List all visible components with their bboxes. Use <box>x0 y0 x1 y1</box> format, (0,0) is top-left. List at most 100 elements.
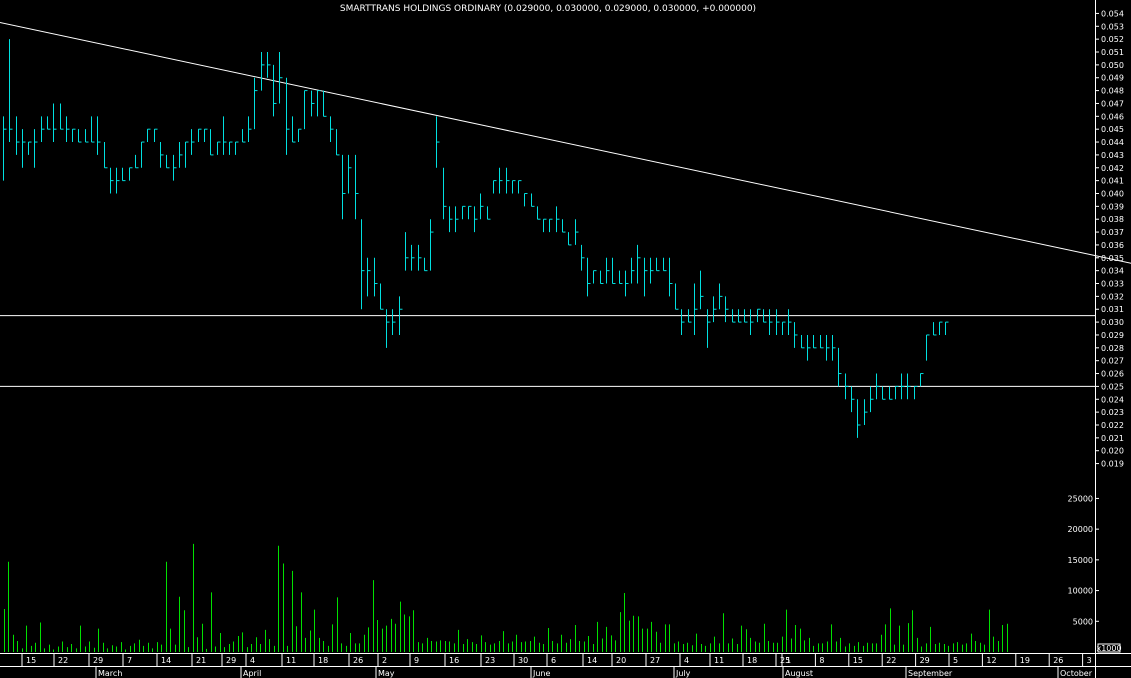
x-tick-label: 16 <box>449 656 459 665</box>
volume-unit-box <box>1097 643 1121 653</box>
price-bar <box>304 90 308 130</box>
price-bar <box>876 373 880 400</box>
price-bar <box>625 270 629 297</box>
price-bar <box>506 167 510 194</box>
price-bar <box>323 90 327 117</box>
price-bar <box>838 347 842 387</box>
x-tick-label: 15 <box>26 656 36 665</box>
price-bar <box>367 257 371 297</box>
volume-unit-label: x1000 <box>1096 644 1121 653</box>
price-tick-label: 0.032 <box>1101 292 1124 301</box>
price-bar <box>405 232 409 271</box>
price-bar <box>794 322 798 348</box>
price-bar <box>663 257 667 272</box>
price-bar <box>637 244 641 284</box>
volume-tick-label: 15000 <box>1068 556 1093 565</box>
price-bar <box>104 142 108 169</box>
price-bar <box>3 116 7 181</box>
price-tick-label: 0.031 <box>1101 305 1124 314</box>
price-bar <box>895 385 899 400</box>
price-bar <box>430 219 434 271</box>
month-label: October <box>1060 669 1093 678</box>
x-tick-label: 4 <box>684 656 689 665</box>
price-bar <box>392 309 396 335</box>
price-bar <box>487 206 491 220</box>
price-bar <box>531 193 535 207</box>
price-bar <box>474 206 478 233</box>
price-bar <box>16 116 20 155</box>
price-bar <box>889 386 893 400</box>
price-bar <box>939 321 943 335</box>
price-tick-label: 0.041 <box>1101 177 1124 186</box>
x-tick-label: 3 <box>1087 656 1092 665</box>
price-bar <box>556 206 560 233</box>
x-tick-labels: 15 22 29 7 14 21 29 4 11 18 26 2 9 16 23 30 6 14 20 27 4 11 18… <box>21 653 1092 666</box>
price-bar <box>47 116 51 130</box>
volume-tick-label: 5000 <box>1073 617 1093 626</box>
price-bar <box>235 141 239 155</box>
price-bar <box>581 244 585 271</box>
price-tick-label: 0.035 <box>1101 254 1124 263</box>
price-bar <box>191 129 195 155</box>
price-bar <box>229 141 233 155</box>
price-bar <box>644 257 648 297</box>
price-tick-label: 0.019 <box>1101 460 1124 469</box>
x-tick-label: 29 <box>920 656 930 665</box>
price-bar <box>267 52 271 78</box>
price-tick-label: 0.038 <box>1101 215 1124 224</box>
x-tick-label: 14 <box>161 656 171 665</box>
price-bar <box>436 116 440 168</box>
price-bar <box>763 309 767 323</box>
price-bar <box>129 167 133 181</box>
price-bar <box>210 129 214 156</box>
x-tick-label: 4 <box>250 656 255 665</box>
price-tick-label: 0.040 <box>1101 189 1124 198</box>
price-bar <box>449 206 453 233</box>
price-bar <box>920 373 924 387</box>
price-bar <box>22 129 26 168</box>
price-tick-label: 0.053 <box>1101 22 1124 31</box>
price-bar <box>788 309 792 335</box>
x-tick-label: 11 <box>286 656 296 665</box>
price-bar <box>669 257 673 297</box>
price-tick-label: 0.020 <box>1101 447 1124 456</box>
price-bar <box>882 386 886 400</box>
price-bar <box>945 321 949 335</box>
price-bar <box>78 129 82 143</box>
price-tick-label: 0.034 <box>1101 267 1124 276</box>
price-tick-label: 0.049 <box>1101 74 1124 83</box>
price-bar <box>66 116 70 143</box>
price-bar <box>361 219 365 310</box>
chart-title: SMARTTRANS HOLDINGS ORDINARY (0.029000, … <box>340 4 756 14</box>
price-bar <box>813 334 817 349</box>
price-bar <box>204 128 208 143</box>
month-label: September <box>908 669 953 678</box>
price-bar <box>261 52 265 91</box>
price-bar <box>97 116 101 155</box>
price-bar <box>801 334 805 349</box>
price-bar <box>122 167 126 182</box>
price-tick-label: 0.024 <box>1101 395 1124 404</box>
month-label: March <box>98 669 122 678</box>
price-bar <box>374 257 378 297</box>
price-tick-label: 0.026 <box>1101 370 1124 379</box>
x-tick-label: 5 <box>953 656 958 665</box>
price-bar <box>901 373 905 400</box>
volume-tick-label: 25000 <box>1068 494 1093 503</box>
price-bar <box>857 399 861 438</box>
x-tick-label: 15 <box>853 656 863 665</box>
price-bar <box>612 257 616 285</box>
price-tick-label: 0.051 <box>1101 48 1124 57</box>
price-bar <box>926 334 930 361</box>
price-bar <box>141 141 145 168</box>
price-bar <box>424 257 428 272</box>
price-bar <box>820 334 824 349</box>
price-bar <box>60 103 64 130</box>
price-bar <box>543 218 547 233</box>
price-bar <box>135 154 139 169</box>
price-bar <box>217 141 221 155</box>
price-tick-labels: 0.054 0.053 0.052 0.051 0.050 0.049 0.048 0.047… <box>1095 9 1124 469</box>
price-tick-label: 0.047 <box>1101 99 1124 108</box>
price-tick-label: 0.046 <box>1101 112 1124 121</box>
